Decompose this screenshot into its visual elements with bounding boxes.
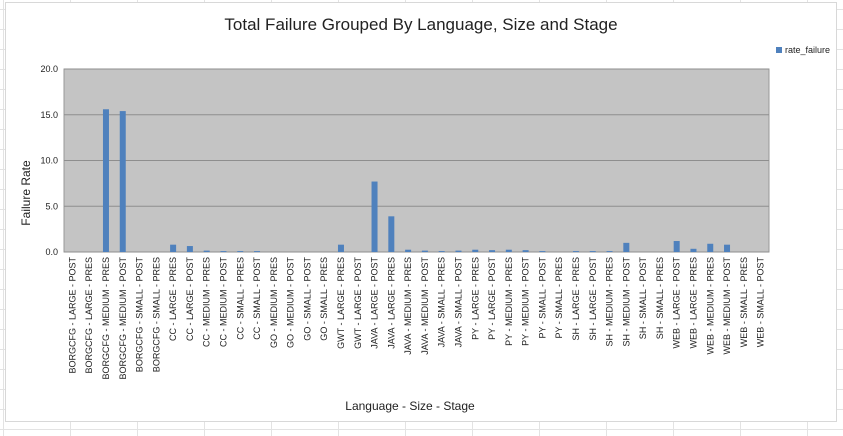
x-category-label: GO - SMALL - PRES bbox=[319, 257, 329, 341]
x-category-label: WEB - SMALL - POST bbox=[756, 257, 766, 348]
bar bbox=[405, 249, 412, 252]
bar-chart: Total Failure Grouped By Language, Size … bbox=[19, 15, 830, 413]
x-category-label: CC - SMALL - POST bbox=[252, 257, 262, 340]
bar bbox=[505, 249, 512, 252]
x-category-label: WEB - LARGE - PRES bbox=[688, 257, 698, 349]
y-axis-title: Failure Rate bbox=[19, 160, 33, 226]
bar bbox=[455, 250, 462, 252]
x-category-label: CC - MEDIUM - PRES bbox=[202, 257, 212, 347]
x-category-label: PY - MEDIUM - PRES bbox=[504, 257, 514, 346]
bar bbox=[388, 216, 395, 252]
x-category-label: WEB - SMALL - PRES bbox=[739, 257, 749, 347]
bar bbox=[186, 246, 193, 252]
x-category-label: JAVA - MEDIUM - PRES bbox=[403, 257, 413, 355]
x-category-label: JAVA - SMALL - POST bbox=[453, 257, 463, 348]
x-category-label: CC - MEDIUM - POST bbox=[218, 257, 228, 347]
x-category-label: JAVA - MEDIUM - POST bbox=[420, 257, 430, 355]
x-category-label: GO - SMALL - POST bbox=[302, 257, 312, 341]
bar bbox=[438, 251, 445, 252]
y-tick-label: 15.0 bbox=[40, 110, 58, 120]
y-axis-tick-labels: 0.0 5.0 10.0 15.0 20.0 bbox=[40, 64, 58, 257]
x-category-label: JAVA - SMALL - PRES bbox=[437, 257, 447, 347]
y-tick-label: 10.0 bbox=[40, 156, 58, 166]
bar bbox=[102, 109, 109, 252]
x-axis-category-labels: BORGCFG - LARGE - POST BORGCFG - LARGE - … bbox=[67, 256, 765, 379]
bar bbox=[673, 241, 680, 252]
bar bbox=[724, 244, 731, 252]
x-category-label: PY - LARGE - PRES bbox=[470, 257, 480, 340]
x-category-label: BORGCFG - MEDIUM - POST bbox=[118, 257, 128, 380]
x-category-label: SH - MEDIUM - PRES bbox=[605, 257, 615, 347]
bar bbox=[707, 243, 714, 252]
bar bbox=[421, 250, 428, 252]
legend-swatch bbox=[776, 47, 782, 53]
x-category-label: CC - LARGE - PRES bbox=[168, 257, 178, 341]
y-tick-label: 5.0 bbox=[45, 201, 58, 211]
x-category-label: GWT - LARGE - POST bbox=[353, 257, 363, 349]
x-category-label: CC - SMALL - PRES bbox=[235, 257, 245, 340]
bar bbox=[489, 250, 496, 252]
bar bbox=[690, 248, 697, 252]
x-category-label: PY - LARGE - POST bbox=[487, 257, 497, 340]
x-category-label: BORGCFG - SMALL - POST bbox=[135, 257, 145, 373]
x-category-label: PY - MEDIUM - POST bbox=[521, 257, 531, 346]
x-category-label: SH - MEDIUM - POST bbox=[621, 256, 631, 346]
x-category-label: PY - SMALL - PRES bbox=[554, 257, 564, 339]
x-category-label: JAVA - LARGE - POST bbox=[370, 256, 380, 348]
y-tick-label: 20.0 bbox=[40, 64, 58, 74]
x-category-label: BORGCFG - LARGE - PRES bbox=[84, 257, 94, 374]
x-axis-title: Language - Size - Stage bbox=[345, 399, 475, 413]
x-category-label: GO - MEDIUM - POST bbox=[286, 257, 296, 349]
bar bbox=[254, 251, 261, 252]
bars bbox=[102, 109, 731, 252]
x-category-label: GWT - LARGE - PRES bbox=[336, 257, 346, 349]
x-category-label: SH - SMALL - PRES bbox=[655, 257, 665, 339]
x-category-label: JAVA - LARGE - PRES bbox=[386, 257, 396, 349]
bar bbox=[539, 251, 546, 252]
bar bbox=[623, 242, 630, 252]
bar bbox=[371, 181, 378, 252]
bar bbox=[170, 244, 177, 252]
x-category-label: SH - LARGE - POST bbox=[588, 256, 598, 340]
y-tick-label: 0.0 bbox=[45, 247, 58, 257]
gridlines bbox=[64, 68, 769, 253]
bar bbox=[472, 249, 479, 252]
x-category-label: BORGCFG - SMALL - PRES bbox=[151, 257, 161, 372]
bar bbox=[337, 244, 344, 252]
x-category-label: GO - MEDIUM - PRES bbox=[269, 257, 279, 348]
bar bbox=[589, 251, 596, 252]
bar bbox=[203, 250, 210, 252]
x-category-label: PY - SMALL - POST bbox=[537, 257, 547, 339]
bar bbox=[237, 251, 244, 252]
x-category-label: SH - SMALL - POST bbox=[638, 257, 648, 340]
x-category-label: CC - LARGE - POST bbox=[185, 257, 195, 342]
bar bbox=[606, 251, 613, 252]
x-category-label: WEB - MEDIUM - POST bbox=[722, 257, 732, 355]
x-category-label: BORGCFG - MEDIUM - PRES bbox=[101, 257, 111, 380]
chart-title: Total Failure Grouped By Language, Size … bbox=[224, 15, 617, 34]
legend: rate_failure bbox=[776, 45, 830, 55]
x-category-label: SH - LARGE - PRES bbox=[571, 257, 581, 341]
bar bbox=[522, 250, 529, 252]
x-category-label: BORGCFG - LARGE - POST bbox=[67, 257, 77, 374]
bar bbox=[572, 251, 579, 252]
x-category-label: WEB - LARGE - POST bbox=[672, 257, 682, 349]
bar bbox=[220, 251, 227, 252]
x-category-label: WEB - MEDIUM - PRES bbox=[705, 257, 715, 355]
chart-area[interactable]: Total Failure Grouped By Language, Size … bbox=[5, 2, 837, 422]
legend-label: rate_failure bbox=[785, 45, 830, 55]
bar bbox=[119, 111, 126, 252]
